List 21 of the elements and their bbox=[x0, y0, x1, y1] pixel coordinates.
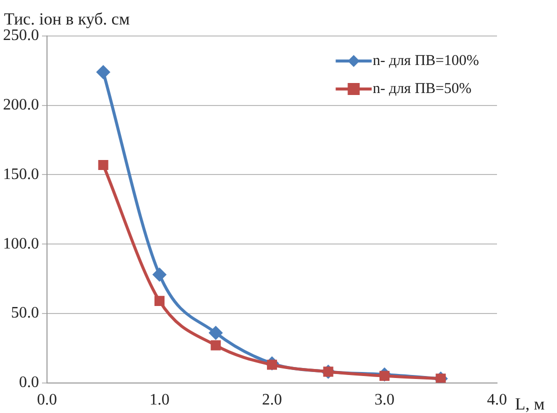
x-tick-label: 0.0 bbox=[37, 392, 57, 409]
point bbox=[154, 296, 165, 306]
y-axis-title: Тис. іон в куб. см bbox=[4, 9, 130, 28]
point bbox=[153, 268, 166, 282]
y-tick-label: 150.0 bbox=[3, 166, 39, 183]
point bbox=[98, 160, 108, 170]
y-tick-label: 250.0 bbox=[3, 27, 39, 44]
x-tick-label: 4.0 bbox=[487, 392, 507, 409]
point bbox=[96, 66, 110, 79]
legend-label: n- для ПВ=100% bbox=[372, 52, 480, 69]
y-tick-label: 0.0 bbox=[19, 374, 39, 392]
legend-label: n- для ПВ=50% bbox=[372, 80, 472, 97]
y-tick-label: 200.0 bbox=[3, 96, 39, 114]
x-tick-label: 2.0 bbox=[262, 392, 282, 409]
x-axis-title: L, м bbox=[515, 394, 545, 413]
x-tick-label: 3.0 bbox=[374, 392, 394, 409]
y-tick-label: 100.0 bbox=[3, 235, 39, 252]
point bbox=[209, 326, 222, 340]
y-tick-label: 50.0 bbox=[11, 304, 39, 322]
point bbox=[210, 340, 221, 350]
x-tick-label: 1.0 bbox=[150, 392, 170, 409]
